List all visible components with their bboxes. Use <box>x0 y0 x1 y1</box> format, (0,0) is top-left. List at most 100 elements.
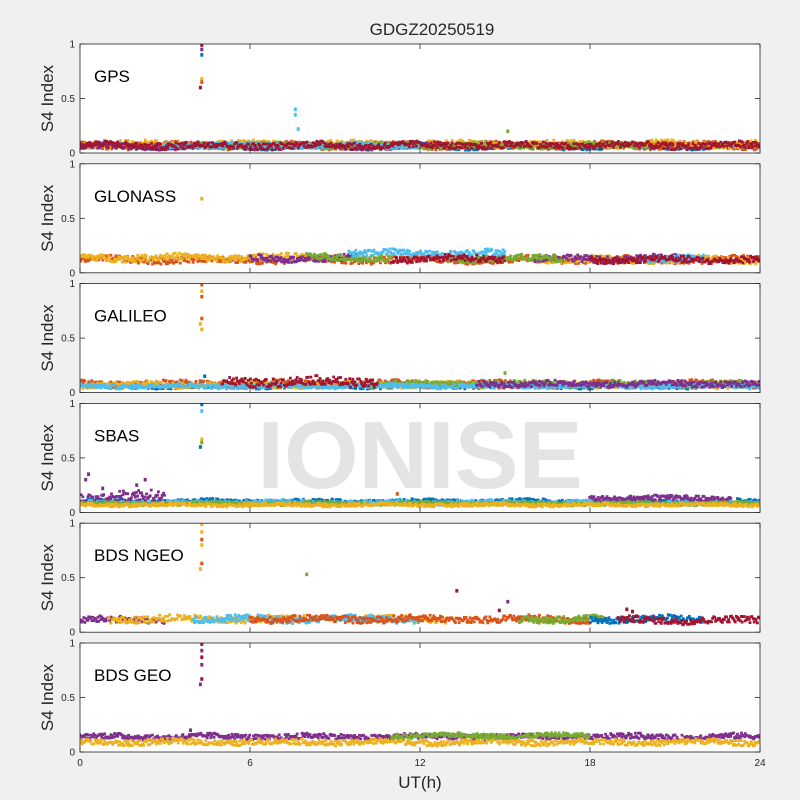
data-point <box>301 141 305 144</box>
data-point <box>750 146 754 149</box>
data-point <box>743 143 746 147</box>
data-point <box>98 255 102 258</box>
data-point <box>168 257 172 261</box>
data-point <box>130 140 134 143</box>
data-point <box>590 144 594 148</box>
data-point <box>186 252 190 256</box>
data-point <box>352 138 356 142</box>
data-point <box>747 144 750 148</box>
data-point <box>90 258 94 261</box>
data-point <box>365 144 368 147</box>
data-point <box>267 145 270 149</box>
data-point <box>183 147 187 151</box>
data-point <box>411 145 415 149</box>
data-point <box>649 148 652 152</box>
data-point <box>248 256 251 259</box>
data-point <box>210 259 214 263</box>
data-point <box>179 256 182 260</box>
data-point <box>154 254 158 258</box>
data-point <box>704 147 708 151</box>
data-point <box>114 146 118 150</box>
data-point <box>687 261 691 265</box>
data-point <box>230 255 234 258</box>
data-point <box>271 145 275 149</box>
data-point <box>174 145 177 149</box>
data-point <box>616 144 619 148</box>
data-point <box>600 144 603 148</box>
data-point <box>198 146 201 150</box>
data-point <box>261 252 265 256</box>
data-point <box>539 143 543 146</box>
data-point <box>689 142 693 145</box>
data-point <box>131 259 134 263</box>
data-point <box>152 141 156 144</box>
data-point <box>87 258 91 262</box>
data-point <box>617 147 620 150</box>
data-point <box>215 259 219 263</box>
data-point <box>249 140 253 144</box>
data-point <box>182 146 185 150</box>
data-point <box>217 140 221 143</box>
data-point <box>274 144 277 147</box>
data-point <box>707 140 710 143</box>
data-point <box>428 145 432 148</box>
data-point <box>454 142 458 146</box>
data-point <box>129 259 132 262</box>
data-point <box>468 148 472 152</box>
data-point <box>263 145 266 148</box>
data-point <box>193 144 197 147</box>
data-point <box>88 257 92 261</box>
data-point <box>685 142 689 145</box>
data-point <box>285 254 289 258</box>
data-point <box>415 146 419 150</box>
data-point <box>178 142 182 146</box>
data-point <box>234 261 238 264</box>
data-point <box>226 260 230 264</box>
data-point <box>254 146 258 150</box>
data-point <box>715 145 719 149</box>
data-point <box>746 254 749 258</box>
data-point <box>344 261 348 265</box>
data-point <box>252 138 255 142</box>
data-point <box>295 255 299 258</box>
data-point <box>336 143 339 146</box>
data-point <box>372 144 375 148</box>
data-point <box>461 144 465 148</box>
data-point <box>169 256 173 259</box>
data-point <box>686 144 690 148</box>
data-point <box>126 256 130 259</box>
data-point <box>461 139 465 143</box>
data-point <box>434 145 437 149</box>
data-point <box>737 139 741 143</box>
data-point <box>579 147 583 151</box>
data-point <box>560 141 564 145</box>
data-point <box>327 143 331 146</box>
data-point <box>572 142 576 146</box>
data-point <box>231 147 234 151</box>
data-point <box>212 147 216 150</box>
data-point <box>114 260 117 264</box>
data-point <box>165 252 169 256</box>
data-point <box>474 142 477 146</box>
data-point <box>332 143 336 147</box>
data-point <box>143 148 147 152</box>
data-point <box>455 145 459 149</box>
data-point <box>159 262 163 266</box>
data-point <box>345 144 349 147</box>
data-point <box>466 146 469 150</box>
data-point <box>283 140 287 144</box>
data-point <box>741 148 744 151</box>
data-point <box>498 141 501 144</box>
data-point <box>619 146 622 149</box>
data-point <box>163 254 167 257</box>
data-point <box>193 253 197 257</box>
data-point <box>648 142 652 146</box>
data-point <box>307 142 311 146</box>
data-point <box>138 142 142 146</box>
data-point <box>729 144 733 148</box>
data-point <box>178 261 182 265</box>
data-point <box>130 256 134 260</box>
data-point <box>724 256 727 259</box>
data-point <box>143 138 147 142</box>
data-point <box>497 261 501 264</box>
